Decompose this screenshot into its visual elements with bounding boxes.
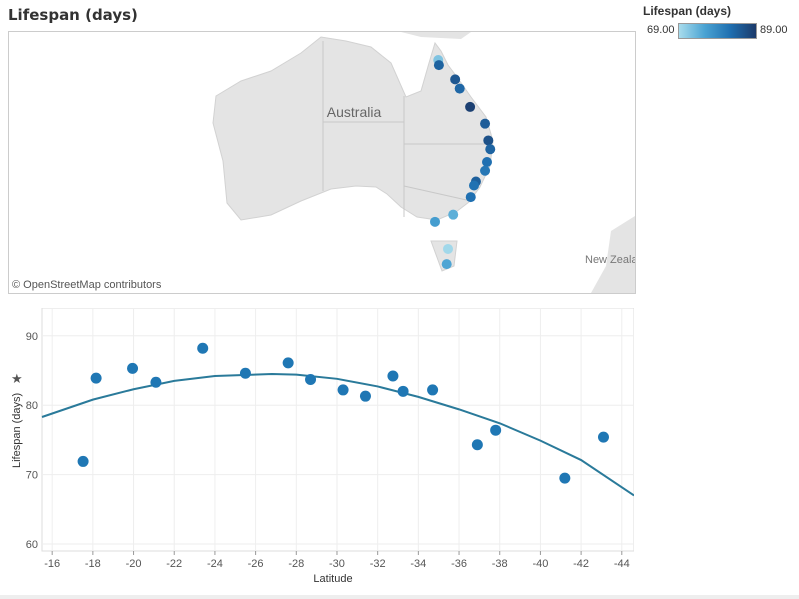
x-tick-label: -30 <box>329 558 345 570</box>
map-point[interactable] <box>454 83 465 94</box>
bottom-bar <box>0 595 799 599</box>
map-credit[interactable]: © OpenStreetMap contributors <box>12 279 162 291</box>
map-point[interactable] <box>485 144 496 155</box>
pin-icon[interactable]: ★ <box>11 371 23 386</box>
x-tick-label: -28 <box>288 558 304 570</box>
map-point[interactable] <box>465 192 476 203</box>
map-point[interactable] <box>448 209 459 220</box>
y-axis-label: Lifespan (days) <box>11 393 23 468</box>
x-tick-label: -42 <box>573 558 589 570</box>
x-tick-label: -44 <box>614 558 630 570</box>
data-point[interactable] <box>305 374 317 386</box>
x-tick-label: -36 <box>451 558 467 570</box>
x-tick-label: -18 <box>85 558 101 570</box>
plot-area <box>41 307 635 552</box>
data-point[interactable] <box>197 342 209 354</box>
trend-line[interactable] <box>41 372 635 497</box>
data-point[interactable] <box>282 357 294 369</box>
y-tick-label: 60 <box>26 539 38 551</box>
scatter-canvas: -16 -18 -20 -22 -24 -26 -28 -30 -32 -34 -36 -38 -40 -… <box>11 307 635 585</box>
map-point[interactable] <box>430 216 440 227</box>
map-point[interactable] <box>433 60 444 71</box>
map-point[interactable] <box>480 165 491 176</box>
map-point[interactable] <box>443 243 453 254</box>
png-land <box>401 32 471 39</box>
map-point[interactable] <box>469 180 479 191</box>
legend-color-ramp <box>678 23 757 39</box>
data-point[interactable] <box>387 370 399 382</box>
y-tick-label: 90 <box>26 331 38 343</box>
x-axis-label: Latitude <box>313 573 352 585</box>
x-tick-label: -40 <box>532 558 548 570</box>
australia-land <box>212 36 494 221</box>
x-tick-label: -26 <box>248 558 264 570</box>
data-point[interactable] <box>90 372 102 384</box>
map-point[interactable] <box>465 101 476 112</box>
data-point[interactable] <box>490 424 502 436</box>
map-point[interactable] <box>483 135 494 146</box>
x-tick-label: -34 <box>410 558 426 570</box>
new-zealand-land <box>591 216 635 293</box>
map-point[interactable] <box>441 259 452 270</box>
legend-title: Lifespan (days) <box>643 4 732 18</box>
legend-min: 69.00 <box>647 24 675 36</box>
data-point[interactable] <box>471 439 483 451</box>
scatter-chart: -16 -18 -20 -22 -24 -26 -28 -30 -32 -34 -36 -38 -40 -… <box>8 307 635 585</box>
state-borders <box>322 41 488 217</box>
x-tick-label: -24 <box>207 558 223 570</box>
map-view[interactable]: Australia New Zeala © OpenStreetMap cont… <box>8 31 636 294</box>
country-label: Australia <box>327 104 382 120</box>
data-point[interactable] <box>337 384 349 396</box>
data-point[interactable] <box>77 455 89 467</box>
legend-max: 89.00 <box>760 24 788 36</box>
data-point[interactable] <box>397 385 409 397</box>
x-tick-label: -16 <box>44 558 60 570</box>
x-tick-label: -20 <box>126 558 142 570</box>
data-point[interactable] <box>559 472 571 484</box>
nz-label: New Zeala <box>585 254 635 266</box>
x-tick-label: -32 <box>370 558 386 570</box>
y-tick-label: 80 <box>26 400 38 412</box>
x-tick-label: -22 <box>166 558 182 570</box>
x-tick-label: -38 <box>492 558 508 570</box>
data-point[interactable] <box>359 390 371 402</box>
y-tick-label: 70 <box>26 470 38 482</box>
data-point[interactable] <box>150 376 162 388</box>
data-point[interactable] <box>239 367 251 379</box>
map-point[interactable] <box>450 74 461 85</box>
data-point[interactable] <box>127 362 139 374</box>
map-canvas: Australia New Zeala <box>212 32 635 293</box>
map-point[interactable] <box>482 156 492 167</box>
data-point[interactable] <box>427 384 439 396</box>
map-point[interactable] <box>480 118 491 129</box>
data-point[interactable] <box>597 431 609 443</box>
page-title: Lifespan (days) <box>8 6 138 24</box>
